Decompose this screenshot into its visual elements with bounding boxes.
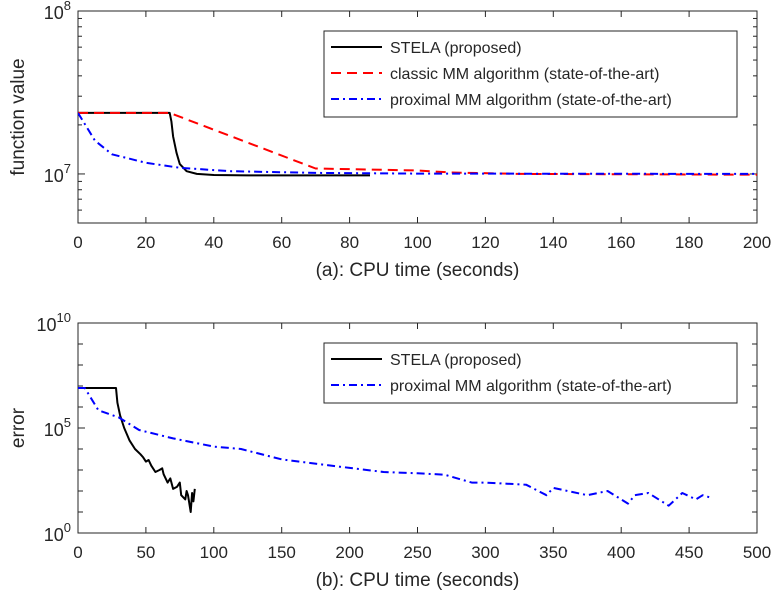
x-tick-label: 100 — [200, 543, 228, 562]
y-tick-label: 107 — [44, 161, 71, 186]
series-line-2 — [78, 387, 710, 507]
x-tick-label: 100 — [403, 233, 431, 252]
x-tick-label: 200 — [743, 233, 771, 252]
x-tick-label: 200 — [335, 543, 363, 562]
y-tick-label: 105 — [44, 415, 71, 440]
x-tick-label: 450 — [675, 543, 703, 562]
y-tick-exponent: 7 — [64, 161, 71, 176]
plot-b-error: 0 50 100 150 200 250 300 350 400 450 5001001051010… — [8, 310, 771, 591]
y-tick-base: 10 — [37, 315, 57, 335]
y-axis-label: error — [8, 407, 29, 448]
series-line-3 — [78, 112, 757, 175]
y-tick-exponent: 10 — [57, 310, 71, 325]
series-line-1 — [78, 111, 370, 177]
x-tick-label: 300 — [471, 543, 499, 562]
legend-label: STELA (proposed) — [390, 352, 522, 369]
y-tick-exponent: 8 — [64, 0, 71, 13]
x-axis-label: (a): CPU time (seconds) — [316, 260, 520, 281]
y-tick-base: 10 — [44, 420, 64, 440]
x-tick-label: 0 — [73, 543, 82, 562]
x-tick-label: 150 — [268, 543, 296, 562]
x-tick-label: 20 — [136, 233, 155, 252]
y-tick-base: 10 — [44, 3, 64, 23]
x-tick-label: 50 — [136, 543, 155, 562]
x-tick-label: 0 — [73, 233, 82, 252]
y-tick-base: 10 — [44, 166, 64, 186]
x-tick-label: 250 — [403, 543, 431, 562]
series-line-1 — [78, 387, 196, 513]
x-tick-label: 120 — [471, 233, 499, 252]
x-tick-label: 500 — [743, 543, 771, 562]
y-tick-label: 100 — [44, 520, 71, 545]
x-tick-label: 400 — [607, 543, 635, 562]
x-tick-label: 40 — [204, 233, 223, 252]
legend-label: classic MM algorithm (state-of-the-art) — [390, 66, 659, 83]
legend-label: proximal MM algorithm (state-of-the-art) — [390, 378, 672, 395]
y-tick-label: 1010 — [37, 310, 72, 335]
x-axis-label: (b): CPU time (seconds) — [316, 570, 520, 591]
legend-box — [323, 30, 738, 118]
legend-label: proximal MM algorithm (state-of-the-art) — [390, 92, 672, 109]
legend-box — [323, 342, 738, 404]
y-axis-label: function value — [8, 58, 29, 175]
x-tick-label: 140 — [539, 233, 567, 252]
y-tick-base: 10 — [44, 525, 64, 545]
x-tick-label: 350 — [539, 543, 567, 562]
x-tick-label: 60 — [272, 233, 291, 252]
x-tick-label: 180 — [675, 233, 703, 252]
y-tick-exponent: 5 — [64, 415, 71, 430]
y-tick-label: 108 — [44, 0, 71, 23]
x-tick-label: 160 — [607, 233, 635, 252]
y-tick-exponent: 0 — [64, 520, 71, 535]
legend-label: STELA (proposed) — [390, 40, 522, 57]
x-tick-label: 80 — [340, 233, 359, 252]
